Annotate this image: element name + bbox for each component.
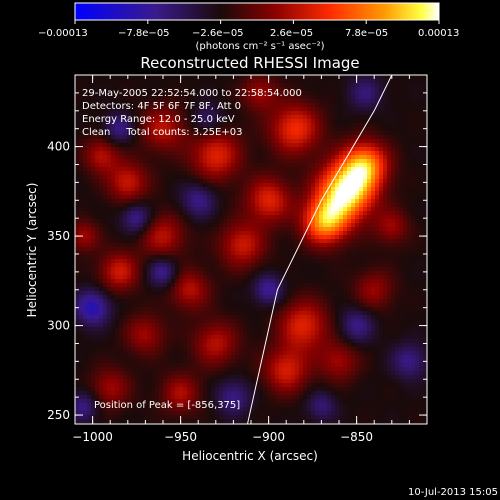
x-axis-label: Heliocentric X (arcsec) — [182, 449, 318, 463]
x-tick-label: −950 — [164, 430, 197, 444]
chart-title: Reconstructed RHESSI Image — [140, 54, 359, 72]
colorbar-label-2: −2.6e−05 — [192, 28, 244, 39]
x-axis: −1000 −950 −900 −850 — [72, 75, 410, 444]
colorbar-label-4: 7.8e−05 — [345, 28, 388, 39]
y-tick-label: 400 — [47, 140, 70, 154]
colorbar-ticks — [74, 20, 440, 24]
y-axis-label: Heliocentric Y (arcsec) — [25, 183, 39, 318]
annotation-time: 29-May-2005 22:52:54.000 to 22:58:54.000 — [82, 88, 302, 99]
solar-limb-line — [246, 75, 393, 424]
annotation-detectors: Detectors: 4F 5F 6F 7F 8F, Att 0 — [82, 101, 241, 112]
colorbar-label-0: −0.00013 — [38, 28, 88, 39]
x-tick-label: −900 — [252, 430, 285, 444]
y-tick-label: 300 — [47, 319, 70, 333]
heatmap — [75, 75, 427, 424]
footer-timestamp: 10-Jul-2013 15:05 — [408, 487, 498, 498]
colorbar-label-3: 2.6e−05 — [270, 28, 313, 39]
annotation-clean: Clean Total counts: 3.25E+03 — [82, 127, 242, 138]
y-axis: 400 350 300 250 — [47, 74, 427, 422]
colorbar — [74, 2, 440, 21]
peak-position-label: Position of Peak = [-856,375] — [94, 400, 240, 411]
colorbar-units: (photons cm⁻² s⁻¹ asec⁻²) — [195, 41, 324, 52]
y-tick-label: 350 — [47, 229, 70, 243]
annotation-energy: Energy Range: 12.0 - 25.0 keV — [82, 114, 235, 125]
colorbar-label-5: 0.00013 — [418, 28, 459, 39]
colorbar-label-1: −7.8e−05 — [118, 28, 170, 39]
y-tick-label: 250 — [47, 408, 70, 422]
x-tick-label: −1000 — [72, 430, 113, 444]
x-tick-label: −850 — [340, 430, 373, 444]
